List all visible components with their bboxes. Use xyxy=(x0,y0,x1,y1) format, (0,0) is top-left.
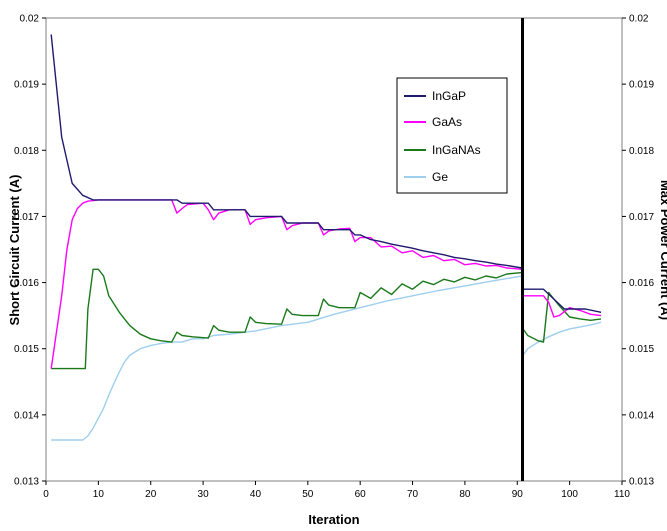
x-tick-label: 60 xyxy=(355,489,367,500)
x-tick-label: 0 xyxy=(43,489,49,500)
x-tick-label: 50 xyxy=(302,489,314,500)
legend-label-gaas: GaAs xyxy=(432,115,462,129)
y2-axis-ticks: 0.013 0.014 0.015 0.016 0.017 0.018 0.019 0.02 xyxy=(622,14,654,488)
plot-area xyxy=(45,17,623,482)
series-lines xyxy=(50,34,602,441)
x-tick-label: 20 xyxy=(145,489,157,500)
y-tick-label: 0.015 xyxy=(14,344,39,355)
x-tick-label: 100 xyxy=(561,489,578,500)
x-tick-label: 70 xyxy=(407,489,419,500)
y2-tick-label: 0.017 xyxy=(629,212,654,223)
y-axis-ticks: 0.013 0.014 0.015 0.016 0.017 0.018 0.019 0.02 xyxy=(14,14,46,488)
y2-tick-label: 0.019 xyxy=(629,80,654,91)
y-tick-label: 0.02 xyxy=(20,14,40,25)
legend: InGaP GaAs InGaNAs Ge xyxy=(396,77,508,194)
x-axis-title: Iteration xyxy=(308,512,359,527)
y2-tick-label: 0.018 xyxy=(629,146,654,157)
x-tick-label: 90 xyxy=(512,489,524,500)
y-tick-label: 0.014 xyxy=(14,410,39,421)
series-line-gaas xyxy=(50,199,602,369)
series-line-ingap xyxy=(50,34,602,313)
legend-box xyxy=(396,77,508,194)
x-tick-label: 30 xyxy=(198,489,210,500)
y2-tick-label: 0.016 xyxy=(629,278,654,289)
x-axis-ticks: 0 10 20 30 40 50 60 70 80 90 100 110 xyxy=(43,481,630,500)
x-tick-label: 10 xyxy=(93,489,105,500)
series-line-inganas xyxy=(51,268,602,370)
y-axis-title: Short Circuit Current (A) xyxy=(7,175,22,326)
y-tick-label: 0.016 xyxy=(14,278,39,289)
x-tick-label: 80 xyxy=(459,489,471,500)
y2-tick-label: 0.02 xyxy=(629,14,649,25)
x-tick-label: 110 xyxy=(614,489,630,500)
y2-axis-title: Max Power Current (A) xyxy=(658,180,667,320)
y-tick-label: 0.018 xyxy=(14,146,39,157)
legend-label-ge: Ge xyxy=(432,170,448,184)
y-tick-label: 0.019 xyxy=(14,80,39,91)
y-tick-label: 0.013 xyxy=(14,477,39,488)
legend-label-ingaans: InGaNAs xyxy=(432,143,481,157)
legend-label-ingap: InGaP xyxy=(432,89,466,103)
y-tick-label: 0.017 xyxy=(14,212,39,223)
y2-tick-label: 0.015 xyxy=(629,344,654,355)
series-line-ge xyxy=(51,275,602,441)
x-tick-label: 40 xyxy=(250,489,262,500)
y2-tick-label: 0.013 xyxy=(629,477,654,488)
y2-tick-label: 0.014 xyxy=(629,410,654,421)
